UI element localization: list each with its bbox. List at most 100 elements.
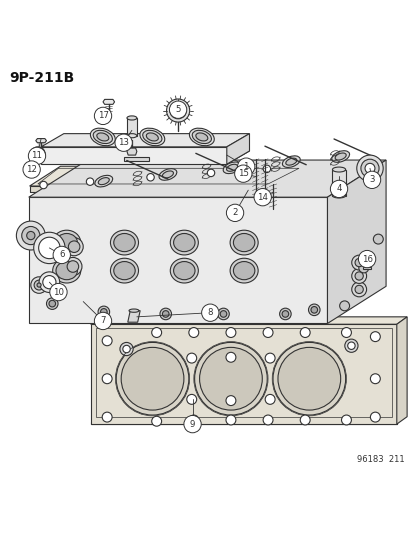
Circle shape (120, 342, 133, 356)
Ellipse shape (162, 171, 173, 178)
Circle shape (272, 342, 345, 415)
Circle shape (217, 308, 229, 320)
Circle shape (225, 415, 235, 425)
Circle shape (225, 328, 235, 337)
Circle shape (347, 342, 354, 350)
Circle shape (26, 231, 35, 240)
Text: 13: 13 (118, 138, 129, 147)
Circle shape (94, 312, 112, 329)
Circle shape (43, 276, 56, 289)
Circle shape (151, 328, 161, 337)
Ellipse shape (52, 259, 81, 283)
Circle shape (159, 308, 171, 320)
Ellipse shape (129, 309, 139, 312)
Text: 17: 17 (97, 111, 108, 120)
Polygon shape (327, 160, 385, 324)
Polygon shape (396, 317, 406, 424)
Circle shape (237, 158, 254, 175)
Text: 16: 16 (361, 255, 372, 264)
Circle shape (281, 311, 288, 317)
Text: 6: 6 (59, 251, 64, 260)
Circle shape (277, 348, 340, 410)
Ellipse shape (93, 130, 112, 143)
Circle shape (363, 171, 380, 189)
Circle shape (341, 415, 351, 425)
Circle shape (225, 395, 235, 406)
Circle shape (308, 304, 319, 316)
Ellipse shape (56, 233, 77, 252)
Ellipse shape (170, 259, 198, 283)
Ellipse shape (332, 193, 345, 198)
Circle shape (370, 332, 380, 342)
Circle shape (263, 328, 272, 337)
Bar (95, 328, 391, 417)
Ellipse shape (285, 158, 296, 165)
Polygon shape (28, 160, 385, 197)
Circle shape (354, 285, 363, 294)
Circle shape (115, 134, 132, 151)
Circle shape (49, 300, 55, 307)
Ellipse shape (223, 162, 240, 174)
Circle shape (121, 348, 183, 410)
Circle shape (299, 415, 309, 425)
Text: 10: 10 (53, 288, 64, 296)
Polygon shape (362, 266, 370, 269)
Circle shape (263, 415, 272, 425)
Ellipse shape (192, 130, 211, 143)
Ellipse shape (159, 168, 176, 180)
Circle shape (339, 301, 349, 311)
Circle shape (30, 147, 45, 161)
Circle shape (53, 246, 70, 264)
Polygon shape (127, 148, 137, 155)
Ellipse shape (332, 167, 345, 172)
Circle shape (201, 304, 218, 321)
Polygon shape (36, 139, 46, 143)
Circle shape (360, 159, 378, 177)
Ellipse shape (146, 133, 158, 141)
Polygon shape (226, 134, 249, 164)
Polygon shape (29, 186, 271, 192)
Polygon shape (332, 169, 345, 196)
Circle shape (225, 352, 235, 362)
Circle shape (64, 257, 82, 276)
Ellipse shape (52, 230, 81, 255)
Circle shape (263, 165, 270, 173)
Circle shape (188, 328, 198, 337)
Circle shape (188, 415, 198, 425)
Text: 1: 1 (243, 162, 248, 171)
Polygon shape (103, 99, 114, 104)
Ellipse shape (90, 128, 115, 146)
Circle shape (351, 255, 366, 270)
Ellipse shape (230, 259, 258, 283)
Circle shape (102, 374, 112, 384)
Text: 2: 2 (232, 208, 237, 217)
Circle shape (356, 155, 382, 182)
Circle shape (46, 298, 58, 310)
Ellipse shape (56, 262, 77, 280)
Circle shape (186, 353, 196, 363)
Text: 96183  211: 96183 211 (356, 455, 404, 464)
Ellipse shape (335, 153, 345, 160)
Circle shape (38, 237, 60, 259)
Circle shape (207, 169, 214, 176)
Circle shape (183, 415, 201, 433)
Ellipse shape (110, 259, 138, 283)
Circle shape (151, 416, 161, 426)
Circle shape (254, 189, 271, 206)
Ellipse shape (189, 128, 214, 146)
Polygon shape (124, 157, 149, 161)
Circle shape (220, 311, 226, 317)
Circle shape (354, 272, 363, 280)
Text: 14: 14 (256, 193, 268, 201)
Circle shape (354, 259, 363, 266)
Text: 7: 7 (100, 317, 105, 326)
Circle shape (98, 306, 109, 318)
Circle shape (186, 394, 196, 405)
Circle shape (265, 394, 274, 405)
Text: 15: 15 (237, 169, 248, 178)
Circle shape (166, 99, 189, 122)
Circle shape (65, 238, 83, 256)
Circle shape (310, 306, 317, 313)
Circle shape (28, 147, 45, 165)
Circle shape (31, 277, 47, 293)
